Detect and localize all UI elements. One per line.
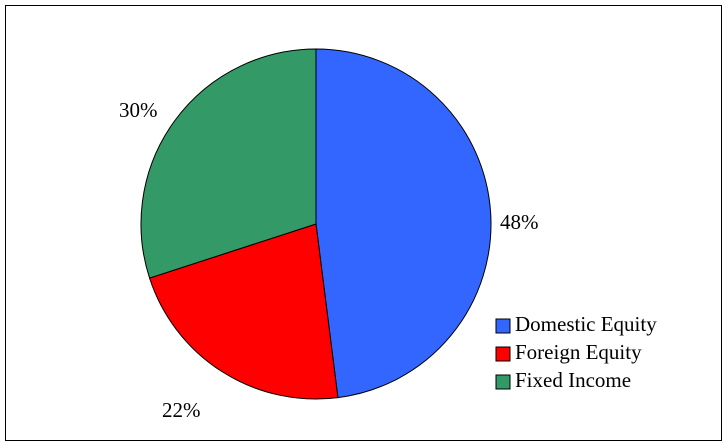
legend-label-domestic-equity: Domestic Equity — [515, 312, 657, 336]
data-label-fixed-income: 30% — [119, 98, 158, 122]
data-label-foreign-equity: 22% — [162, 398, 201, 422]
legend-label-fixed-income: Fixed Income — [515, 368, 631, 392]
legend-swatch-foreign-equity — [495, 346, 511, 362]
pie-slice-domestic-equity — [315, 48, 492, 399]
legend-label-foreign-equity: Foreign Equity — [515, 340, 642, 364]
pie-slices — [140, 48, 492, 400]
legend-swatch-domestic-equity — [495, 318, 511, 334]
legend: Domestic Equity Foreign Equity Fixed Inc… — [495, 312, 657, 392]
data-label-domestic-equity: 48% — [500, 210, 539, 234]
pie-slice-fixed-income — [140, 48, 317, 279]
pie-slice-foreign-equity — [148, 223, 339, 400]
pie-slice-labels: 48% 22% 30% — [119, 98, 539, 422]
legend-swatch-fixed-income — [495, 374, 511, 390]
